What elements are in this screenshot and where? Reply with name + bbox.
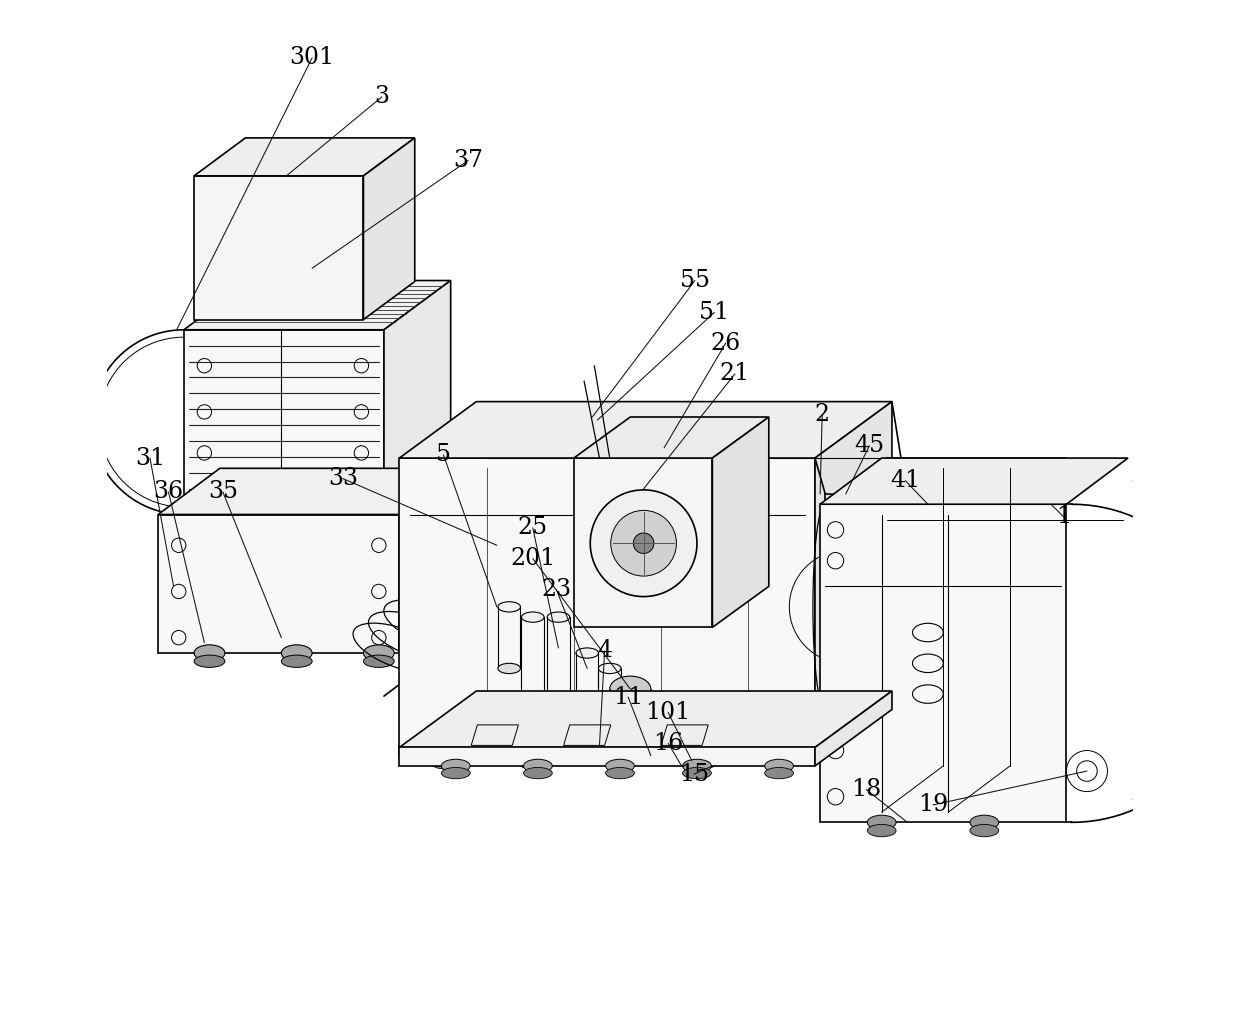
Polygon shape xyxy=(363,138,414,320)
Ellipse shape xyxy=(498,664,521,674)
Ellipse shape xyxy=(610,697,651,722)
Circle shape xyxy=(634,533,653,554)
Text: 201: 201 xyxy=(510,547,556,570)
Text: 19: 19 xyxy=(918,793,949,816)
Ellipse shape xyxy=(867,824,897,837)
Ellipse shape xyxy=(547,695,569,705)
Text: 15: 15 xyxy=(678,762,709,785)
Ellipse shape xyxy=(441,768,470,779)
Polygon shape xyxy=(399,468,461,653)
Ellipse shape xyxy=(688,748,717,762)
Text: 55: 55 xyxy=(680,269,711,292)
Text: 45: 45 xyxy=(854,434,884,457)
Polygon shape xyxy=(184,281,450,329)
Polygon shape xyxy=(574,417,769,458)
Ellipse shape xyxy=(610,676,651,702)
Ellipse shape xyxy=(498,602,521,612)
Text: 51: 51 xyxy=(699,300,729,324)
Text: 33: 33 xyxy=(327,467,358,490)
Ellipse shape xyxy=(765,759,794,773)
Text: 5: 5 xyxy=(436,443,451,466)
Polygon shape xyxy=(399,691,892,747)
Circle shape xyxy=(590,490,697,597)
Ellipse shape xyxy=(970,815,998,829)
Polygon shape xyxy=(159,514,399,653)
Ellipse shape xyxy=(970,824,998,837)
Ellipse shape xyxy=(363,655,394,668)
Ellipse shape xyxy=(195,645,224,662)
Polygon shape xyxy=(820,458,1128,504)
Text: 41: 41 xyxy=(890,469,920,492)
Polygon shape xyxy=(712,417,769,628)
Polygon shape xyxy=(815,401,892,755)
Ellipse shape xyxy=(523,768,552,779)
Ellipse shape xyxy=(765,748,794,762)
Ellipse shape xyxy=(522,612,544,623)
Polygon shape xyxy=(574,458,712,628)
Ellipse shape xyxy=(432,756,460,769)
Ellipse shape xyxy=(518,756,547,769)
Polygon shape xyxy=(159,468,461,514)
Polygon shape xyxy=(826,458,1066,504)
Ellipse shape xyxy=(765,756,794,769)
Polygon shape xyxy=(820,504,1066,822)
Polygon shape xyxy=(184,329,384,514)
Ellipse shape xyxy=(605,768,635,779)
Ellipse shape xyxy=(599,719,621,730)
Ellipse shape xyxy=(688,756,717,769)
Ellipse shape xyxy=(281,645,312,662)
Ellipse shape xyxy=(682,768,712,779)
Text: 25: 25 xyxy=(518,517,548,539)
Text: 11: 11 xyxy=(613,685,644,709)
Ellipse shape xyxy=(281,655,312,668)
Ellipse shape xyxy=(605,759,635,773)
Ellipse shape xyxy=(195,655,224,668)
Text: 36: 36 xyxy=(154,481,184,503)
Ellipse shape xyxy=(765,768,794,779)
Polygon shape xyxy=(384,281,450,514)
Ellipse shape xyxy=(605,756,635,769)
Ellipse shape xyxy=(518,748,547,762)
Ellipse shape xyxy=(522,695,544,705)
Polygon shape xyxy=(399,401,892,458)
Circle shape xyxy=(611,510,677,576)
Text: 26: 26 xyxy=(711,331,740,355)
Text: 4: 4 xyxy=(596,639,613,663)
Text: 2: 2 xyxy=(815,403,830,426)
Ellipse shape xyxy=(599,664,621,674)
Text: 23: 23 xyxy=(542,578,572,601)
Ellipse shape xyxy=(575,648,599,659)
Polygon shape xyxy=(195,138,414,176)
Ellipse shape xyxy=(682,759,712,773)
Text: 301: 301 xyxy=(290,46,335,69)
Ellipse shape xyxy=(547,612,569,623)
Text: 3: 3 xyxy=(374,85,389,108)
Text: 18: 18 xyxy=(851,778,882,801)
Ellipse shape xyxy=(441,759,470,773)
Ellipse shape xyxy=(605,748,635,762)
Text: 21: 21 xyxy=(719,362,750,386)
Ellipse shape xyxy=(363,645,394,662)
Text: 1: 1 xyxy=(1055,505,1071,528)
Polygon shape xyxy=(195,176,363,320)
Polygon shape xyxy=(399,747,815,766)
Ellipse shape xyxy=(575,705,599,714)
Text: 37: 37 xyxy=(453,149,484,172)
Ellipse shape xyxy=(432,748,460,762)
Text: 31: 31 xyxy=(135,447,165,469)
Ellipse shape xyxy=(523,759,552,773)
Polygon shape xyxy=(399,458,815,755)
Polygon shape xyxy=(815,691,892,766)
Polygon shape xyxy=(399,700,892,755)
Text: 16: 16 xyxy=(653,732,683,755)
Text: 101: 101 xyxy=(646,701,691,724)
Text: 35: 35 xyxy=(208,481,238,503)
Ellipse shape xyxy=(867,815,897,829)
